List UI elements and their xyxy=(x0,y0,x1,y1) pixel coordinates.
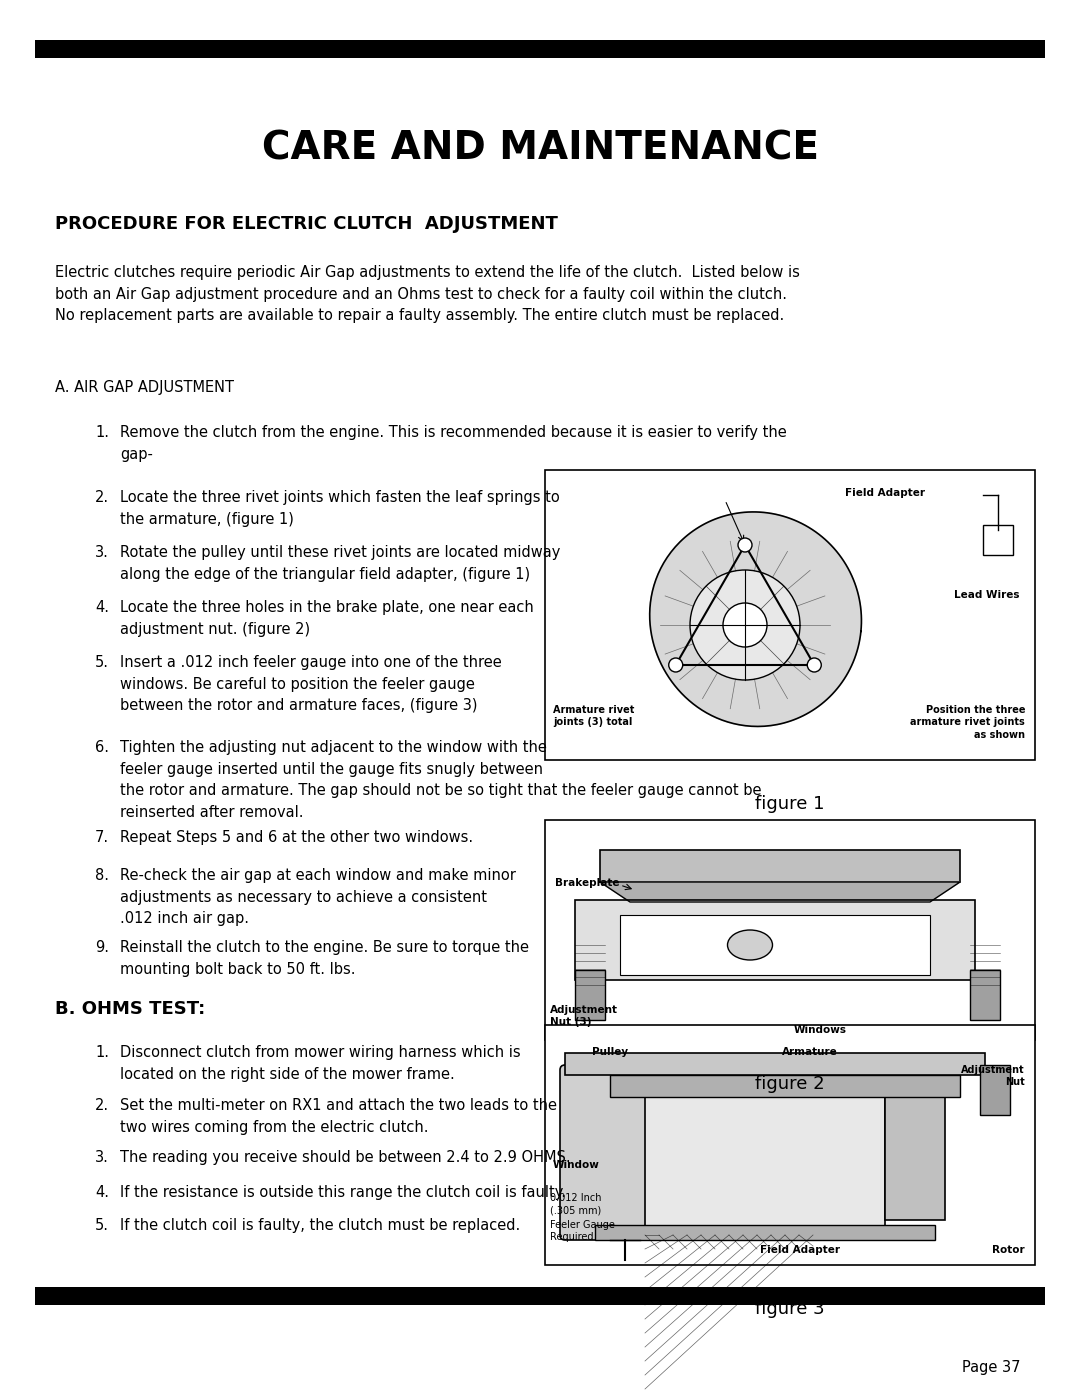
Text: If the resistance is outside this range the clutch coil is faulty.: If the resistance is outside this range … xyxy=(120,1185,566,1200)
Text: Tighten the adjusting nut adjacent to the window with the
feeler gauge inserted : Tighten the adjusting nut adjacent to th… xyxy=(120,740,761,820)
Bar xyxy=(575,970,605,1020)
Text: Lead Wires: Lead Wires xyxy=(955,590,1020,599)
Text: PROCEDURE FOR ELECTRIC CLUTCH  ADJUSTMENT: PROCEDURE FOR ELECTRIC CLUTCH ADJUSTMENT xyxy=(55,215,558,233)
Text: Field Adapter: Field Adapter xyxy=(845,488,924,497)
Text: Window: Window xyxy=(553,1160,599,1171)
Text: Rotor: Rotor xyxy=(993,1245,1025,1255)
Circle shape xyxy=(690,570,800,680)
Text: Page 37: Page 37 xyxy=(961,1361,1020,1375)
Text: Brakeplate: Brakeplate xyxy=(555,877,620,888)
Text: figure 3: figure 3 xyxy=(755,1301,825,1317)
Text: Set the multi-meter on RX1 and attach the two leads to the
two wires coming from: Set the multi-meter on RX1 and attach th… xyxy=(120,1098,557,1134)
Text: B. OHMS TEST:: B. OHMS TEST: xyxy=(55,1000,205,1018)
Text: 3.: 3. xyxy=(95,545,109,560)
Text: Remove the clutch from the engine. This is recommended because it is easier to v: Remove the clutch from the engine. This … xyxy=(120,425,786,461)
Text: 7.: 7. xyxy=(95,830,109,845)
Text: Disconnect clutch from mower wiring harness which is
located on the right side o: Disconnect clutch from mower wiring harn… xyxy=(120,1045,521,1081)
Bar xyxy=(575,900,975,981)
Text: 5.: 5. xyxy=(95,1218,109,1234)
Text: Locate the three holes in the brake plate, one near each
adjustment nut. (figure: Locate the three holes in the brake plat… xyxy=(120,599,534,637)
Circle shape xyxy=(723,604,767,647)
Text: Armature rivet
joints (3) total: Armature rivet joints (3) total xyxy=(553,705,634,728)
Bar xyxy=(600,849,960,882)
Text: Insert a .012 inch feeler gauge into one of the three
windows. Be careful to pos: Insert a .012 inch feeler gauge into one… xyxy=(120,655,502,714)
Text: 0.012 Inch
(.305 mm): 0.012 Inch (.305 mm) xyxy=(550,1193,602,1215)
Text: Adjustment
Nut (3): Adjustment Nut (3) xyxy=(550,1004,618,1027)
Text: 2.: 2. xyxy=(95,1098,109,1113)
Circle shape xyxy=(738,538,752,552)
Text: If the clutch coil is faulty, the clutch must be replaced.: If the clutch coil is faulty, the clutch… xyxy=(120,1218,521,1234)
Bar xyxy=(545,1025,1035,1266)
Bar xyxy=(885,1076,945,1220)
Bar xyxy=(595,1225,935,1241)
Text: 4.: 4. xyxy=(95,1185,109,1200)
Text: Electric clutches require periodic Air Gap adjustments to extend the life of the: Electric clutches require periodic Air G… xyxy=(55,265,800,323)
Bar xyxy=(35,1287,1045,1305)
Text: figure 1: figure 1 xyxy=(755,795,825,813)
Bar xyxy=(983,525,1013,555)
Text: 1.: 1. xyxy=(95,1045,109,1060)
Circle shape xyxy=(669,658,683,672)
Bar xyxy=(35,41,1045,59)
Text: 3.: 3. xyxy=(95,1150,109,1165)
Polygon shape xyxy=(600,882,960,902)
Text: Rotate the pulley until these rivet joints are located midway
along the edge of : Rotate the pulley until these rivet join… xyxy=(120,545,561,581)
Text: Re-check the air gap at each window and make minor
adjustments as necessary to a: Re-check the air gap at each window and … xyxy=(120,868,516,926)
Polygon shape xyxy=(650,511,862,726)
Text: 1.: 1. xyxy=(95,425,109,440)
Bar xyxy=(565,1053,985,1076)
Bar xyxy=(980,1065,1010,1115)
Text: Feeler Gauge
Required: Feeler Gauge Required xyxy=(550,1220,615,1242)
Text: A. AIR GAP ADJUSTMENT: A. AIR GAP ADJUSTMENT xyxy=(55,380,234,395)
Bar xyxy=(645,1070,885,1235)
Ellipse shape xyxy=(728,930,772,960)
Text: Repeat Steps 5 and 6 at the other two windows.: Repeat Steps 5 and 6 at the other two wi… xyxy=(120,830,473,845)
Text: Windows: Windows xyxy=(794,1025,847,1035)
Text: Locate the three rivet joints which fasten the leaf springs to
the armature, (fi: Locate the three rivet joints which fast… xyxy=(120,490,559,527)
Text: The reading you receive should be between 2.4 to 2.9 OHMS.: The reading you receive should be betwee… xyxy=(120,1150,570,1165)
Text: Armature: Armature xyxy=(782,1046,838,1058)
Text: Pulley: Pulley xyxy=(592,1046,629,1058)
Text: figure 2: figure 2 xyxy=(755,1076,825,1092)
Bar xyxy=(970,970,1000,1020)
Text: 6.: 6. xyxy=(95,740,109,754)
Bar xyxy=(610,1076,960,1097)
Text: Reinstall the clutch to the engine. Be sure to torque the
mounting bolt back to : Reinstall the clutch to the engine. Be s… xyxy=(120,940,529,977)
Text: CARE AND MAINTENANCE: CARE AND MAINTENANCE xyxy=(261,130,819,168)
Bar xyxy=(620,915,930,975)
Text: 5.: 5. xyxy=(95,655,109,671)
Text: Position the three
armature rivet joints
as shown: Position the three armature rivet joints… xyxy=(910,705,1025,740)
Text: 8.: 8. xyxy=(95,868,109,883)
Text: 9.: 9. xyxy=(95,940,109,956)
Bar xyxy=(545,469,1035,760)
FancyBboxPatch shape xyxy=(561,1065,650,1241)
Text: 2.: 2. xyxy=(95,490,109,504)
Text: 4.: 4. xyxy=(95,599,109,615)
Text: Field Adapter: Field Adapter xyxy=(760,1245,840,1255)
Text: Adjustment
Nut: Adjustment Nut xyxy=(961,1065,1025,1087)
Circle shape xyxy=(807,658,821,672)
Bar xyxy=(545,820,1035,1039)
